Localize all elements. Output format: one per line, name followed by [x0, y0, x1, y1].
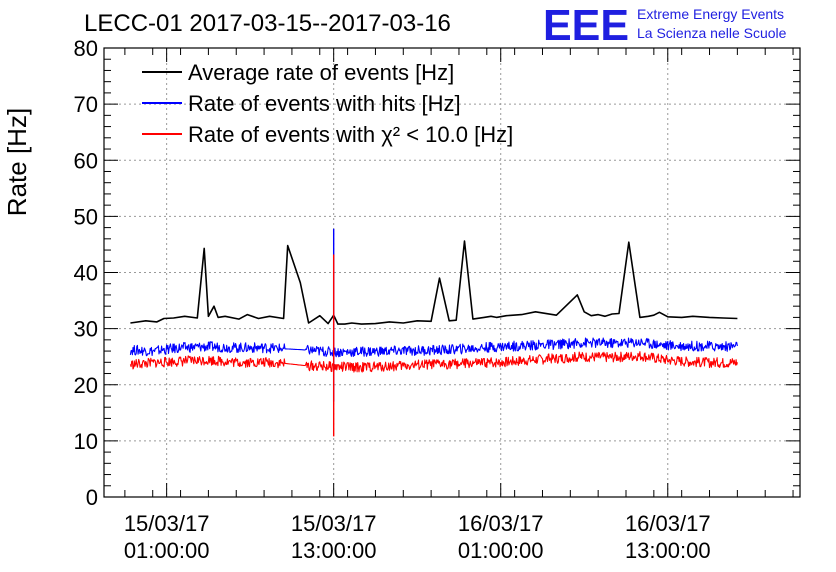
logo-line-2: La Scienza nelle Scuole [637, 25, 787, 41]
y-tick-label: 10 [74, 429, 98, 454]
y-tick-label: 20 [74, 373, 98, 398]
series-line-chi2-rate [129, 351, 738, 373]
axes [103, 47, 801, 498]
x-tick-time: 01:00:00 [458, 538, 544, 563]
tick-labels: 0102030405060708015/03/1701:00:0015/03/1… [74, 36, 711, 563]
eee-logo-mark: EEE [543, 1, 629, 50]
x-tick-time: 01:00:00 [124, 538, 210, 563]
legend-label-average: Average rate of events [Hz] [188, 60, 454, 85]
chart-title: LECC-01 2017-03-15--2017-03-16 [84, 10, 451, 37]
x-tick-date: 16/03/17 [625, 511, 711, 536]
grid-lines [104, 48, 800, 497]
plot-frame [103, 47, 801, 498]
x-tick-date: 15/03/17 [291, 511, 377, 536]
series-layer [129, 228, 738, 437]
legend-label-hits: Rate of events with hits [Hz] [188, 91, 461, 116]
x-tick-time: 13:00:00 [625, 538, 711, 563]
legend-label-chi2: Rate of events with χ² < 10.0 [Hz] [188, 122, 513, 147]
x-tick-date: 15/03/17 [124, 511, 210, 536]
x-tick-time: 13:00:00 [291, 538, 377, 563]
y-tick-label: 80 [74, 36, 98, 61]
y-axis-label: Rate [Hz] [2, 108, 32, 216]
y-tick-label: 0 [86, 485, 98, 510]
x-tick-date: 16/03/17 [458, 511, 544, 536]
y-tick-label: 40 [74, 261, 98, 286]
legend: Average rate of events [Hz] Rate of even… [142, 60, 513, 147]
eee-logo: EEE Extreme Energy Events La Scienza nel… [543, 1, 787, 50]
series-line-average-rate [130, 240, 738, 325]
y-tick-label: 70 [74, 92, 98, 117]
y-tick-label: 50 [74, 204, 98, 229]
y-tick-label: 30 [74, 317, 98, 342]
y-tick-label: 60 [74, 148, 98, 173]
series-line-hits-rate [129, 337, 738, 358]
logo-line-1: Extreme Energy Events [637, 6, 784, 22]
